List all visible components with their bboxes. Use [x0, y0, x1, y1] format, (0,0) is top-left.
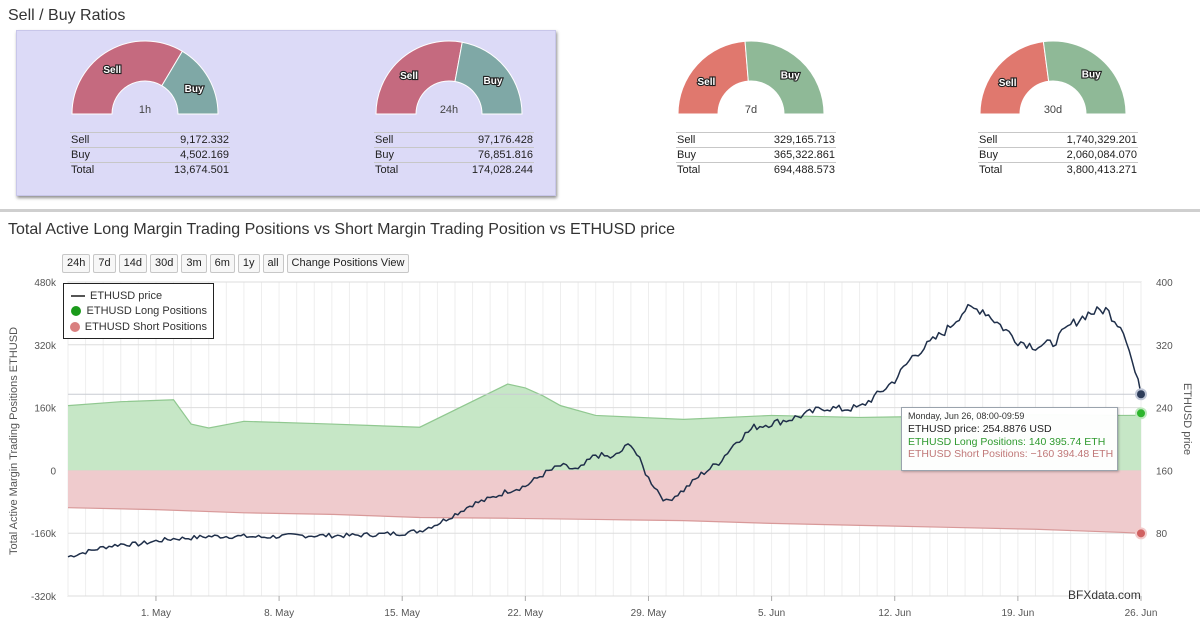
- gauge-sell-label: Sell: [999, 78, 1017, 89]
- gauge-30d: Sell Buy 30d Sell 1,740,329.201 Buy 2,060,0…: [978, 36, 1138, 176]
- short-positions-area: [68, 470, 1141, 534]
- legend-item-long[interactable]: ETHUSD Long Positions: [70, 304, 207, 320]
- gauge-stats-table: Sell 329,165.713 Buy 365,322.861 Total 694,…: [676, 132, 836, 177]
- gauge-stats-table: Sell 97,176.428 Buy 76,851.816 Total 174,02…: [374, 132, 534, 177]
- left-axis-tick-label: -160k: [31, 529, 57, 540]
- gauge-row-total: Total 174,028.244: [374, 162, 534, 176]
- range-button-30d[interactable]: 30d: [149, 254, 179, 273]
- range-button-3m[interactable]: 3m: [181, 254, 207, 273]
- gauge-row-buy: Buy 2,060,084.070: [978, 147, 1138, 161]
- price-hover-marker: [1135, 388, 1147, 401]
- gauge-sell-label: Sell: [697, 77, 715, 88]
- gauge-24h: Sell Buy 24h Sell 97,176.428 Buy 76,851.816…: [374, 36, 534, 176]
- tooltip-short: ETHUSD Short Positions: −160 394.48 ETH: [908, 448, 1114, 460]
- gauge-buy-slice[interactable]: [1042, 40, 1127, 115]
- x-axis-tick-label: 22. May: [508, 608, 544, 619]
- x-axis-tick-label: 8. May: [264, 608, 294, 619]
- ratios-title: Sell / Buy Ratios: [8, 7, 126, 24]
- chart-tooltip: Monday, Jun 26, 08:00-09:59 ETHUSD price…: [901, 407, 1118, 471]
- gauge-row-sell: Sell 97,176.428: [374, 132, 534, 146]
- x-axis-tick-label: 1. May: [141, 608, 171, 619]
- range-button-1y[interactable]: 1y: [237, 254, 260, 273]
- x-axis-tick-label: 29. May: [631, 608, 667, 619]
- gauge-chart: Sell Buy: [71, 40, 219, 115]
- right-axis-tick-label: 80: [1156, 529, 1168, 540]
- gauge-row-total: Total 13,674.501: [70, 162, 230, 176]
- gauge-7d: Sell Buy 7d Sell 329,165.713 Buy 365,322.86…: [676, 36, 836, 176]
- x-axis-tick-label: 26. Jun: [1125, 608, 1158, 619]
- gauge-stats-table: Sell 9,172.332 Buy 4,502.169 Total 13,674.5…: [70, 132, 230, 177]
- range-button-all[interactable]: all: [262, 254, 284, 273]
- price-line: [67, 303, 1142, 558]
- gauge-buy-label: Buy: [781, 70, 800, 81]
- gauge-buy-slice[interactable]: [161, 50, 219, 115]
- gauge-row-buy: Buy 76,851.816: [374, 147, 534, 161]
- short-positions-line: [67, 507, 1142, 534]
- gauge-buy-label: Buy: [185, 84, 204, 95]
- gauge-row-sell: Sell 329,165.713: [676, 132, 836, 146]
- gauge-sell-slice[interactable]: [979, 41, 1050, 115]
- right-axis-tick-label: 240: [1156, 404, 1173, 415]
- right-axis-tick-label: 320: [1156, 341, 1173, 352]
- section-divider: [0, 209, 1200, 212]
- right-axis-title: ETHUSD price: [1181, 383, 1193, 455]
- gauge-period-label: 1h: [138, 104, 152, 116]
- legend-dot-symbol: [71, 306, 82, 317]
- tooltip-long: ETHUSD Long Positions: 140 395.74 ETH: [908, 435, 1106, 448]
- legend-dot-symbol: [70, 321, 81, 332]
- legend-item-short[interactable]: ETHUSD Short Positions: [70, 319, 207, 335]
- chart-legend: ETHUSD price ETHUSD Long Positions ETHUS…: [63, 283, 214, 339]
- range-button-6m[interactable]: 6m: [209, 254, 235, 273]
- gauge-row-total: Total 694,488.573: [676, 162, 836, 176]
- gauge-sell-slice[interactable]: [71, 40, 184, 115]
- legend-item-price[interactable]: ETHUSD price: [70, 288, 207, 304]
- long-hover-marker: [1135, 407, 1147, 420]
- gauge-row-sell: Sell 9,172.332: [70, 132, 230, 146]
- chart-credit: BFXdata.com: [1068, 588, 1141, 602]
- chart-title: Total Active Long Margin Trading Positio…: [8, 221, 675, 238]
- change-positions-view-button[interactable]: Change Positions View: [286, 254, 410, 273]
- x-axis-tick-label: 15. May: [384, 608, 420, 619]
- legend-line-symbol: [71, 294, 85, 297]
- range-button-14d[interactable]: 14d: [118, 254, 147, 273]
- gauge-stats-table: Sell 1,740,329.201 Buy 2,060,084.070 Total…: [978, 132, 1138, 177]
- gauge-row-total: Total 3,800,413.271: [978, 162, 1138, 176]
- left-axis-tick-label: 480k: [34, 278, 57, 289]
- right-axis-tick-label: 400: [1156, 278, 1173, 289]
- gauge-1h: Sell Buy 1h Sell 9,172.332 Buy 4,502.169 To…: [70, 36, 230, 176]
- gauge-sell-label: Sell: [103, 65, 121, 76]
- range-button-24h[interactable]: 24h: [62, 254, 91, 273]
- gauge-row-buy: Buy 4,502.169: [70, 147, 230, 161]
- short-hover-marker: [1135, 527, 1147, 540]
- left-axis-tick-label: -320k: [31, 592, 57, 603]
- x-axis-tick-label: 5. Jun: [758, 608, 785, 619]
- left-axis-tick-label: 320k: [34, 341, 57, 352]
- gauge-chart: Sell Buy: [375, 40, 523, 115]
- gauge-sell-slice[interactable]: [677, 40, 749, 115]
- x-axis-tick-label: 12. Jun: [878, 608, 911, 619]
- gauge-row-buy: Buy 365,322.861: [676, 147, 836, 161]
- tooltip-date: Monday, Jun 26, 08:00-09:59: [908, 411, 1025, 421]
- right-axis-tick-label: 160: [1156, 466, 1173, 477]
- left-axis-title: Total Active Margin Trading Positions ET…: [8, 327, 20, 555]
- gauge-buy-slice[interactable]: [744, 40, 825, 115]
- left-axis-tick-label: 0: [50, 466, 56, 477]
- gauge-sell-label: Sell: [400, 71, 418, 82]
- range-selector: 24h 7d 14d 30d 3m 6m 1y all Change Posit…: [62, 254, 410, 273]
- left-axis-tick-label: 160k: [34, 404, 57, 415]
- gauge-period-label: 30d: [1043, 104, 1063, 116]
- long-positions-area: [68, 384, 1141, 471]
- gauge-chart: Sell Buy: [979, 40, 1127, 115]
- gauge-row-sell: Sell 1,740,329.201: [978, 132, 1138, 146]
- range-button-7d[interactable]: 7d: [93, 254, 116, 273]
- gauge-buy-label: Buy: [1082, 69, 1101, 80]
- gauge-buy-label: Buy: [484, 76, 503, 87]
- gauge-sell-slice[interactable]: [375, 40, 463, 115]
- x-axis-tick-label: 19. Jun: [1001, 608, 1034, 619]
- gauge-period-label: 24h: [439, 104, 459, 116]
- gauge-chart: Sell Buy: [677, 40, 825, 115]
- tooltip-price: ETHUSD price: 254.8876 USD: [908, 423, 1052, 435]
- gauge-period-label: 7d: [744, 104, 758, 116]
- gauge-buy-slice[interactable]: [454, 41, 523, 115]
